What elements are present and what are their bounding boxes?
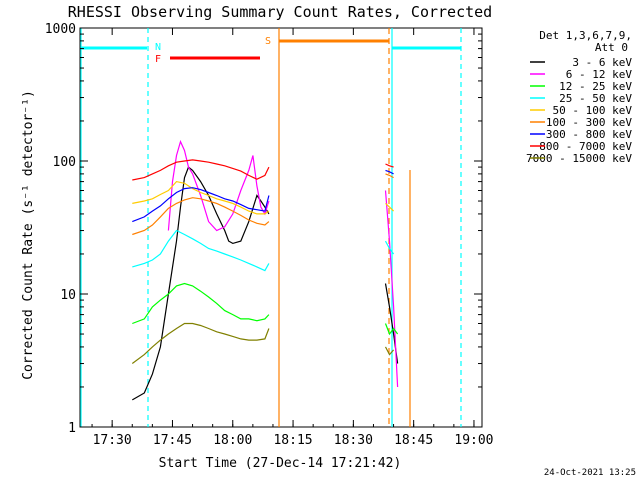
x-tick-label: 18:45 xyxy=(394,433,433,448)
y-tick-label: 10 xyxy=(60,288,76,303)
series-line xyxy=(132,166,270,401)
plot-frame xyxy=(79,27,483,428)
series-line xyxy=(131,322,270,364)
series-line xyxy=(132,159,270,181)
plot-area: NF S xyxy=(80,28,462,427)
series-line xyxy=(167,139,270,232)
series-line xyxy=(132,197,270,236)
x-tick-label: 18:30 xyxy=(334,433,373,448)
series-line xyxy=(384,323,399,336)
marker-s: S xyxy=(265,36,271,47)
legend-label: 6 - 12 keV xyxy=(566,68,633,81)
x-tick-label: 18:15 xyxy=(273,433,312,448)
marker-n: N xyxy=(155,42,161,53)
x-tick-label: 18:00 xyxy=(213,433,252,448)
legend-label: 50 - 100 keV xyxy=(553,104,633,117)
x-tick-label: 17:45 xyxy=(153,433,192,448)
series-line xyxy=(132,229,270,272)
legend-label: 300 - 800 keV xyxy=(546,128,632,141)
x-tick-label: 17:30 xyxy=(93,433,132,448)
legend-header-1: Det 1,3,6,7,9, xyxy=(539,29,632,42)
series-line xyxy=(384,190,399,388)
series-line xyxy=(384,346,395,356)
chart-title: RHESSI Observing Summary Count Rates, Co… xyxy=(68,3,492,21)
x-axis-label: Start Time (27-Dec-14 17:21:42) xyxy=(159,456,402,471)
y-tick-label: 1 xyxy=(68,421,76,436)
series-line xyxy=(385,173,394,179)
series-line xyxy=(132,282,270,325)
legend-label: 3 - 6 keV xyxy=(572,56,632,69)
y-axis: 1 10 100 1000 xyxy=(45,22,482,436)
y-axis-label: Corrected Count Rate (s⁻¹ detector⁻¹) xyxy=(21,90,36,380)
legend-header-2: Att 0 xyxy=(595,41,628,54)
legend-label: 25 - 50 keV xyxy=(559,92,632,105)
marker-f: F xyxy=(155,54,161,65)
series-line xyxy=(385,163,394,168)
series-line xyxy=(132,180,270,215)
render-date: 24-Oct-2021 13:25 xyxy=(543,468,636,478)
series-line xyxy=(385,169,394,175)
series-line xyxy=(132,187,270,223)
y-tick-label: 100 xyxy=(53,155,76,170)
x-axis: 17:30 17:45 18:00 18:15 18:30 18:45 19:00 xyxy=(91,28,494,448)
y-tick-label: 1000 xyxy=(45,22,76,37)
x-tick-label: 19:00 xyxy=(454,433,493,448)
legend-label: 7000 - 15000 keV xyxy=(526,152,632,165)
series-line xyxy=(385,202,395,212)
series-line xyxy=(384,240,395,255)
legend-label: 12 - 25 keV xyxy=(559,80,632,93)
legend-label: 800 - 7000 keV xyxy=(539,140,632,153)
legend-label: 100 - 300 keV xyxy=(546,116,632,129)
